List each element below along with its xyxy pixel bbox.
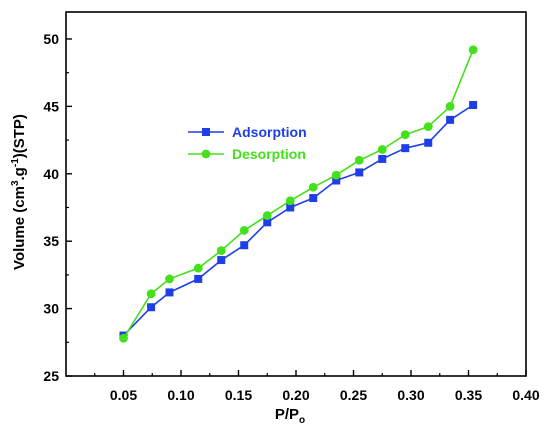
y-axis-title-part3: )(STP) (11, 114, 28, 158)
adsorption-point (401, 144, 410, 153)
y-tick-label: 30 (43, 301, 59, 317)
legend-desorption-label: Desorption (232, 146, 306, 162)
y-tick-label: 40 (43, 166, 59, 182)
x-tick-label: 0.40 (512, 387, 539, 403)
y-axis-title-sup1: 3 (10, 180, 21, 186)
desorption-point (377, 145, 387, 154)
adsorption-point (309, 194, 318, 203)
x-axis-title-subscript: o (299, 415, 305, 426)
desorption-point (262, 211, 272, 220)
desorption-point (239, 226, 249, 235)
adsorption-point (194, 274, 203, 283)
legend-adsorption-label: Adsorption (232, 124, 307, 140)
adsorption-point (378, 154, 387, 163)
adsorption-point (147, 303, 156, 312)
adsorption-point (165, 288, 174, 297)
y-tick-label: 45 (43, 98, 59, 114)
y-tick-label: 50 (43, 31, 59, 47)
desorption-point (119, 333, 128, 343)
desorption-point (468, 45, 478, 55)
x-tick-label: 0.25 (340, 387, 367, 403)
adsorption-point (332, 176, 341, 185)
desorption-point (285, 196, 295, 206)
x-tick-label: 0.10 (167, 387, 194, 403)
desorption-point (423, 122, 433, 131)
svg-text:Volume (cm3.g-1)(STP): Volume (cm3.g-1)(STP) (10, 114, 28, 270)
y-axis-title: Volume (cm3.g-1)(STP) (10, 114, 28, 270)
desorption-point (445, 101, 455, 111)
x-axis-title-main: P/P (275, 406, 299, 423)
adsorption-point (355, 168, 364, 177)
x-tick-label: 0.20 (282, 387, 309, 403)
plot-area: 0.05 0.10 0.15 0.20 0.25 0.30 0.35 0.40 25 30 35 40… (43, 11, 540, 403)
x-tick-label: 0.15 (225, 387, 252, 403)
legend-desorption-marker (201, 149, 211, 159)
desorption-point (216, 246, 226, 256)
adsorption-point (217, 256, 226, 265)
desorption-line (122, 49, 474, 339)
y-axis-title-part1: Volume (cm (11, 186, 28, 270)
desorption-point (331, 170, 341, 180)
adsorption-point (424, 138, 433, 147)
adsorption-point (263, 218, 272, 227)
desorption-point (400, 130, 410, 140)
adsorption-point (446, 115, 455, 124)
x-tick-label: 0.30 (397, 387, 424, 403)
y-tick-label: 35 (43, 233, 59, 249)
desorption-point (308, 182, 318, 192)
legend: Adsorption Desorption (188, 124, 307, 162)
y-tick-label: 25 (43, 368, 59, 384)
desorption-point (193, 263, 203, 273)
plot-frame (65, 11, 527, 377)
adsorption-point (286, 203, 295, 212)
x-tick-label: 0.05 (110, 387, 137, 403)
legend-adsorption-marker (202, 128, 210, 136)
desorption-point (354, 155, 364, 165)
y-axis-title-part2: .g (11, 167, 28, 180)
adsorption-line (122, 104, 474, 337)
adsorption-point (240, 241, 249, 250)
adsorption-point (469, 101, 478, 110)
x-tick-label: 0.35 (455, 387, 482, 403)
y-axis-title-sup2: -1 (10, 158, 21, 167)
svg-text:P/Po: P/Po (275, 406, 305, 426)
desorption-point (165, 274, 174, 284)
x-axis-title: P/Po (275, 406, 305, 426)
desorption-point (146, 289, 156, 299)
